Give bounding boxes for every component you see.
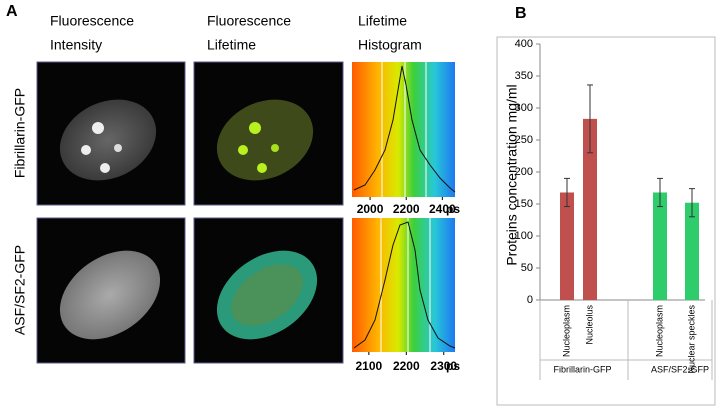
image-lifetime-2 (193, 217, 344, 364)
y-axis-label: Proteins concentration mg/ml (504, 84, 520, 265)
bar (653, 192, 667, 300)
column-header: Histogram (358, 37, 422, 53)
y-tick-label: 300 (515, 102, 533, 114)
column-header: Lifetime (358, 13, 407, 29)
image-intensity-1 (36, 61, 186, 206)
column-header: Fluorescence (207, 13, 291, 29)
y-tick-label: 100 (515, 230, 533, 242)
y-tick-label: 50 (521, 262, 533, 274)
x-tick-label: 2000 (357, 202, 384, 216)
x-tick-label: Nucleoplasm (561, 305, 571, 357)
x-tick-label: 2200 (393, 359, 420, 373)
x-unit: ps (446, 359, 460, 373)
image-intensity-2 (36, 217, 186, 364)
row-label: ASF/SF2-GFP (12, 245, 28, 335)
bar (560, 192, 574, 300)
y-tick-label: 350 (515, 70, 533, 82)
y-tick-label: 0 (527, 294, 533, 306)
x-unit: ps (446, 202, 460, 216)
panel-label: B (515, 5, 527, 22)
x-tick-label: Nuclear speckles (686, 305, 696, 374)
histogram-2 (352, 218, 456, 352)
bar (583, 118, 597, 300)
y-tick-label: 150 (515, 198, 533, 210)
x-tick-label: Nucleolus (584, 305, 594, 345)
column-header: Lifetime (207, 37, 256, 53)
panel-label: A (6, 3, 18, 20)
group-label: Fibrillarin-GFP (553, 364, 611, 374)
group-label: ASF/SF2-GFP (651, 364, 709, 374)
x-tick-label: 2400 (429, 202, 456, 216)
y-tick-label: 400 (515, 38, 533, 50)
column-header: Intensity (50, 37, 102, 53)
y-tick-label: 200 (515, 166, 533, 178)
column-header: Fluorescence (50, 13, 134, 29)
x-tick-label: Nucleoplasm (654, 305, 664, 357)
chart-frame (496, 36, 716, 406)
bar (685, 202, 699, 300)
x-tick-label: 2200 (393, 202, 420, 216)
y-tick-label: 250 (515, 134, 533, 146)
x-tick-label: 2100 (356, 359, 383, 373)
x-tick-label: 2300 (430, 359, 457, 373)
histogram-1 (352, 62, 456, 197)
image-lifetime-1 (193, 61, 344, 206)
row-label: Fibrillarin-GFP (12, 88, 28, 178)
